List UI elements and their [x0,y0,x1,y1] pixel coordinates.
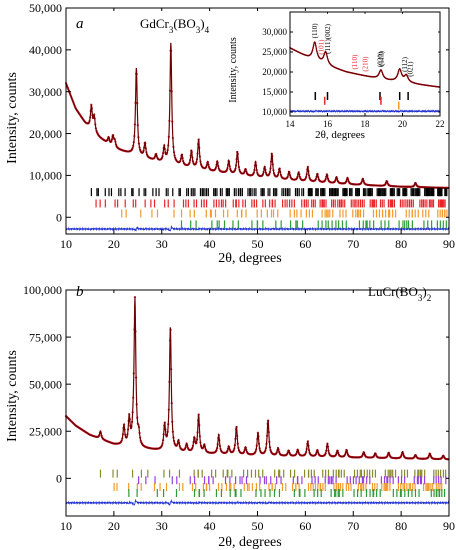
panel-b-frame [65,289,450,517]
panel-a-reflection-row-2 [95,199,446,208]
panel-a-x-tick-label: 20 [108,237,120,251]
panel-b-axes: 10 20 30 40 50 60 70 80 90 0 25,000 50,000 75,000 100… [23,283,455,533]
inset-x-tick-label: 20 [398,119,408,129]
inset-calculated-line [289,41,441,88]
inset-hkl-label: (210) [362,56,370,72]
panel-a-y-tick-label: 50,000 [29,1,62,15]
panel-b-y-tick-label: 75,000 [29,330,62,344]
panel-b-compound-label: LuCr(BO3)2 [368,284,431,303]
panel-b-reflection-row-1 [99,469,447,478]
inset-hkl-label: (110) [351,54,359,70]
panel-b-y-tick-label: 100,000 [23,283,62,297]
inset-hkl-label: (021) [407,61,415,77]
panel-a-reflection-row-1 [90,188,448,197]
panel-b-x-tick-label: 90 [443,519,455,533]
panel-b-calculated-line [65,297,450,460]
inset-y-tick-label: 10,000 [262,107,287,117]
panel-a-letter: a [76,16,84,32]
panel-b-difference-curve [65,498,450,506]
panel-a-compound-label: GdCr3(BO3)4 [140,16,210,35]
panel-a-x-tick-label: 70 [347,237,359,251]
inset-x-axis-label: 2θ, degrees [315,129,365,141]
panel-b-y-axis-label: Intensity, counts [5,350,20,442]
panel-b-x-tick-label: 10 [60,519,72,533]
panel-a-y-axis-label: Intensity, counts [5,72,20,164]
panel-a-x-tick-label: 50 [252,237,264,251]
inset-y-tick-label: 15,000 [262,87,287,97]
inset-x-tick-label: 14 [286,119,296,129]
inset-hkl-label: (112) [401,56,409,72]
panel-a-reflection-row-3 [121,209,448,218]
panel-a-y-tick-label: 40,000 [29,43,62,57]
inset-y-axis-label: Intensity, counts [228,37,239,103]
panel-b-x-tick-label: 50 [252,519,264,533]
panel-a-y-tick-label: 20,000 [29,127,62,141]
panel-b-y-tick-label: 50,000 [29,377,62,391]
panel-a: 10 20 30 40 50 60 70 80 90 0 10,000 20,000 30,000 40,… [5,1,455,266]
panel-b-x-tick-label: 20 [108,519,120,533]
panel-a-y-tick-label: 0 [56,210,62,224]
inset-axes: 14 16 18 20 22 10,000 15,000 20,000 25,000 30,000 [262,11,445,129]
inset-y-tick-label: 20,000 [262,67,287,77]
inset-difference-curve [289,109,441,114]
panel-b-x-tick-label: 70 [347,519,359,533]
panel-b-y-tick-label: 0 [56,472,62,486]
panel-a-axes: 10 20 30 40 50 60 70 80 90 0 10,000 20,000 30,000 40,… [29,1,455,251]
panel-b-x-tick-label: 40 [204,519,216,533]
inset-hkl-label: (020) [377,51,385,67]
panel-a-plot-area [64,42,450,232]
panel-a-y-tick-label: 10,000 [29,169,62,183]
inset-y-tick-label: 30,000 [262,27,287,37]
inset-hkl-labels: (110)(101)(111)(002)(110) (210) (020)(113)… [311,23,415,77]
inset-hkl-label: (110) [311,23,319,39]
panel-b-plot-area [64,295,450,506]
inset-hkl-label: (113) [377,50,385,66]
panel-a-x-tick-label: 30 [156,237,168,251]
inset-hkl-label: (101) [317,39,325,55]
panel-a-calculated-line [65,42,449,189]
panel-a-x-tick-label: 90 [443,237,455,251]
panel-b: 10 20 30 40 50 60 70 80 90 0 25,000 50,000 75,000 100… [5,283,455,550]
panel-a-y-tick-label: 30,000 [29,85,62,99]
inset-plot-area [289,41,441,114]
panel-b-x-tick-label: 80 [395,519,407,533]
panel-a-reflection-row-4 [180,220,447,229]
panel-a-x-tick-label: 10 [60,237,72,251]
panel-a-inset: 14 16 18 20 22 10,000 15,000 20,000 25,000 30,000… [228,11,445,141]
inset-x-tick-label: 18 [361,119,371,129]
panel-b-x-tick-label: 60 [299,519,311,533]
panel-a-x-axis-label: 2θ, degrees [218,251,281,266]
inset-hkl-label: (111)(002) [324,23,332,53]
panel-a-x-tick-label: 80 [395,237,407,251]
panel-b-y-tick-label: 25,000 [29,424,62,438]
panel-b-letter: b [76,284,84,300]
inset-x-tick-label: 16 [323,119,333,129]
panel-b-reflection-row-4 [128,489,446,498]
panel-b-x-axis-label: 2θ, degrees [218,535,281,550]
panel-b-x-tick-label: 30 [156,519,168,533]
inset-x-tick-label: 22 [436,119,445,129]
panel-b-reflection-row-2 [138,476,447,485]
panel-a-x-tick-label: 60 [299,237,311,251]
inset-y-tick-label: 25,000 [262,47,287,57]
panel-a-x-tick-label: 40 [204,237,216,251]
